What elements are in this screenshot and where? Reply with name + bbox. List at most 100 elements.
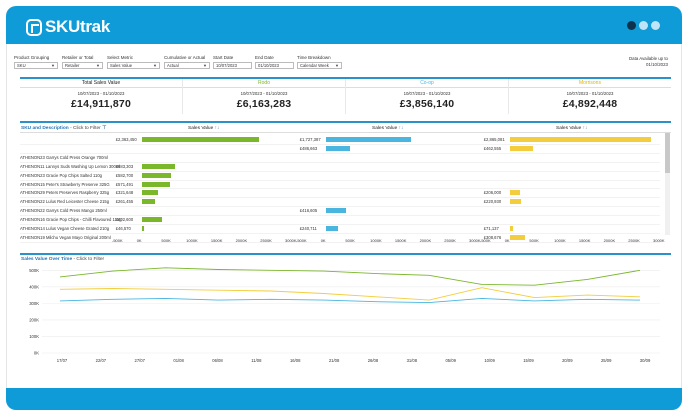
x-axis-tick: 06/08 (212, 358, 223, 363)
x-axis-tick: 1000K (186, 238, 198, 243)
page-dot-1[interactable] (627, 21, 636, 30)
skutrak-logo: SKUtrak (26, 17, 110, 37)
filter-end-date[interactable]: End Date 01/10/2023 (255, 55, 294, 69)
sort-icon[interactable]: ↑↓ (582, 126, 588, 131)
rodo-column-header[interactable]: Sales Value ↑↓ (188, 126, 219, 131)
y-axis-tick: 200K (29, 317, 39, 322)
line-chart-title[interactable]: Sales Value Over Time - Click to Filter (21, 257, 104, 262)
kpi-dates: 10/07/2023 - 01/10/2023 (566, 91, 614, 96)
row-separator (20, 241, 660, 243)
coop-bar[interactable] (325, 208, 347, 214)
morrisons-value-label: £308,676 (483, 234, 502, 240)
x-axis-tick: 2500K (628, 238, 640, 243)
table-row-label[interactable]: ATHENON22 Garrys Cold Press Mango 250ml (20, 208, 107, 214)
table-row-label[interactable]: ATHENON22 Lulus Red Leicester Cheese 215… (20, 199, 110, 205)
chevron-down-icon: ▼ (96, 63, 100, 68)
filter-value: Retailer (65, 63, 80, 68)
kpi-value: £4,892,448 (562, 98, 618, 110)
x-axis-tick: 16/08 (290, 358, 301, 363)
sales-over-time-chart: Sales Value Over Time - Click to Filter … (20, 253, 671, 371)
table-row-label[interactable]: ATHENON23 Gracie Pop Chips Salted 110g (20, 172, 103, 178)
sku-table-title[interactable]: SKU and Description - Click to Filter ⊤ (21, 126, 106, 131)
filter-icon: ⊤ (102, 126, 107, 131)
table-row-label[interactable]: ATHENON15 Peter's Strawberry Preserve 32… (20, 181, 110, 187)
morrisons-bar[interactable] (509, 145, 533, 151)
column-header-label: Sales Value (372, 126, 398, 131)
page-dot-3[interactable] (651, 21, 660, 30)
sort-icon[interactable]: ↑↓ (398, 126, 404, 131)
x-axis-tick: 0K (504, 238, 510, 243)
x-axis-tick: 22/07 (96, 358, 107, 363)
filter-start-date[interactable]: Start Date 10/07/2023 (213, 55, 252, 69)
row-separator (20, 143, 660, 145)
coop-bar[interactable] (325, 145, 350, 151)
page-dot-2[interactable] (639, 21, 648, 30)
table-row-label[interactable]: ATHENON11 Lannys Suds Washing Up Lemon 3… (20, 163, 121, 169)
morrisons-bar[interactable] (509, 137, 652, 142)
filter-label: End Date (255, 55, 274, 60)
coop-value-label: £1,727,387 (299, 137, 321, 142)
y-axis-tick: 500K (29, 268, 39, 273)
x-axis-tick: 3000K (653, 238, 665, 243)
coop-bar[interactable] (325, 226, 338, 231)
table-header: SKU and Description - Click to Filter ⊤ … (20, 124, 671, 133)
sort-icon[interactable]: ↑↓ (214, 126, 220, 131)
start-date-input[interactable]: 10/07/2023 (216, 63, 237, 68)
table-row-label[interactable]: ATHENON23 Garrys Cold Press Orange 700ml (20, 154, 108, 160)
page-indicator (627, 21, 660, 30)
kpi-coop: Co-op 10/07/2023 - 01/10/2023 £3,856,140 (346, 79, 509, 114)
series-line-rodo[interactable] (59, 267, 641, 286)
row-separator (20, 170, 660, 172)
end-date-input[interactable]: 01/10/2023 (258, 63, 279, 68)
rodo-value-label: £46,570 (115, 226, 131, 231)
rodo-bar[interactable] (141, 172, 171, 178)
filter-retailer-or-total[interactable]: Retailer or Total Retailer ▼ (62, 55, 103, 69)
x-axis-tick: 31/08 (407, 358, 418, 363)
table-row-label[interactable]: ATHENON16 Gracie Pop Chips - Chilli Flav… (20, 217, 122, 223)
filter-label: Retailer or Total (62, 55, 94, 60)
kpi-dates: 10/07/2023 - 01/10/2023 (77, 91, 125, 96)
rodo-bar[interactable] (141, 226, 144, 231)
morrisons-bar[interactable] (509, 199, 521, 205)
x-axis-tick: 2500K (444, 238, 456, 243)
x-axis-tick: 05/09 (445, 358, 456, 363)
rodo-bar[interactable] (141, 137, 259, 142)
morrisons-column-header[interactable]: Sales Value ↑↓ (556, 126, 587, 131)
rodo-value-label: £2,363,450 (115, 137, 137, 142)
title-text: SKU and Description (21, 126, 69, 131)
x-axis-tick: 1500K (394, 238, 407, 243)
filter-value: Actual (167, 63, 179, 68)
scrollbar-thumb[interactable] (665, 133, 670, 173)
series-line-coop[interactable] (59, 297, 641, 304)
x-axis-tick: 0K (136, 238, 142, 243)
coop-bar[interactable] (325, 137, 412, 142)
filter-select-metric[interactable]: Select Metric Sales Value ▼ (107, 55, 160, 69)
morrisons-bar[interactable] (509, 234, 525, 240)
coop-value-label: £486,663 (299, 145, 318, 151)
filter-time-breakdown[interactable]: Time Breakdown Calendar Week ▼ (297, 55, 342, 69)
series-line-morrisons[interactable] (59, 287, 641, 301)
coop-column-header[interactable]: Sales Value ↑↓ (372, 126, 403, 131)
x-axis-tick: 2000K (603, 238, 616, 243)
morrisons-bar[interactable] (509, 226, 514, 231)
table-scrollbar[interactable] (665, 133, 670, 235)
kpi-row: Total Sales Value 10/07/2023 - 01/10/202… (20, 77, 671, 114)
table-row-label[interactable]: ATHENON19 Milchu Vegan Mayo Original 200… (20, 234, 111, 240)
rodo-bar[interactable] (141, 190, 158, 196)
rodo-value-label: £261,455 (115, 199, 134, 205)
rodo-bar[interactable] (141, 163, 176, 169)
x-axis-tick: 500K (161, 238, 171, 243)
kpi-name: Morrisons (509, 79, 671, 88)
x-axis-tick: 500K (529, 238, 539, 243)
rodo-bar[interactable] (141, 217, 162, 223)
filter-cumulative-or-actual[interactable]: Cumulative or Actual Actual ▼ (164, 55, 210, 69)
table-row-label[interactable]: ATHENON14 Lulus Vegan Cheese Grated 210g (20, 226, 110, 231)
x-axis-tick: 27/07 (134, 358, 145, 363)
rodo-bar[interactable] (141, 199, 155, 205)
kpi-name: Total Sales Value (20, 79, 182, 88)
x-axis-tick: 1000K (370, 238, 382, 243)
morrisons-bar[interactable] (509, 190, 520, 196)
table-row-label[interactable]: ATHENON29 Peters Preserves Raspberry 325… (20, 190, 110, 196)
filter-product-grouping[interactable]: Product Grouping SKU ▼ (14, 55, 58, 69)
rodo-bar[interactable] (141, 181, 170, 187)
